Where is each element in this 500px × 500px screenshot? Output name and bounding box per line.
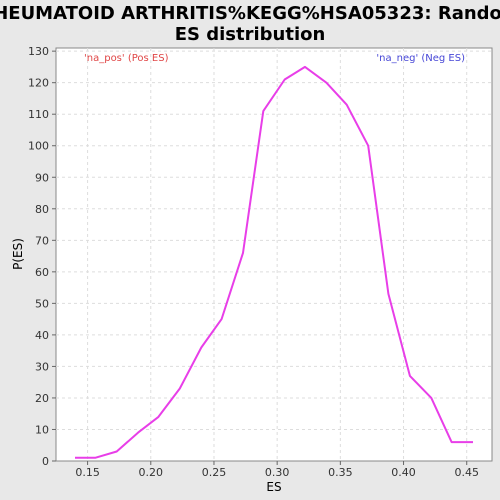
y-tick-label: 0 [42, 455, 49, 468]
y-tick-label: 70 [35, 234, 49, 247]
y-tick-label: 120 [28, 77, 49, 90]
x-axis-label: ES [266, 480, 281, 494]
y-tick-label: 40 [35, 329, 49, 342]
y-tick-label: 10 [35, 423, 49, 436]
y-tick-label: 30 [35, 360, 49, 373]
x-tick-label: 0.40 [391, 466, 416, 479]
y-tick-label: 60 [35, 266, 49, 279]
grid [56, 48, 492, 461]
x-tick-label: 0.25 [202, 466, 227, 479]
y-tick-label: 50 [35, 297, 49, 310]
chart-title-line1: RHEUMATOID ARTHRITIS%KEGG%HSA05323: Rand… [0, 3, 500, 24]
x-axis: 0.15 0.20 0.25 0.30 0.35 0.40 0.45 [75, 461, 479, 479]
x-tick-label: 0.15 [75, 466, 100, 479]
x-tick-label: 0.35 [328, 466, 353, 479]
plot-area [55, 47, 493, 462]
y-tick-label: 20 [35, 392, 49, 405]
legend-na-neg: 'na_neg' (Neg ES) [376, 53, 465, 64]
x-tick-label: 0.30 [265, 466, 290, 479]
series-line [75, 65, 473, 459]
y-tick-label: 110 [28, 108, 49, 121]
y-tick-label: 80 [35, 203, 49, 216]
x-tick-label: 0.20 [139, 466, 164, 479]
y-tick-label: 130 [28, 45, 49, 58]
y-tick-label: 90 [35, 171, 49, 184]
series-layer [75, 65, 473, 459]
y-axis-label: P(ES) [11, 238, 25, 270]
x-tick-label: 0.45 [454, 466, 479, 479]
y-tick-label: 100 [28, 140, 49, 153]
chart-title-line2: ES distribution [175, 24, 326, 45]
legend-na-pos: 'na_pos' (Pos ES) [84, 53, 169, 64]
y-axis: 0 10 20 30 40 50 60 70 80 90 100 110 120 130 [28, 45, 56, 468]
